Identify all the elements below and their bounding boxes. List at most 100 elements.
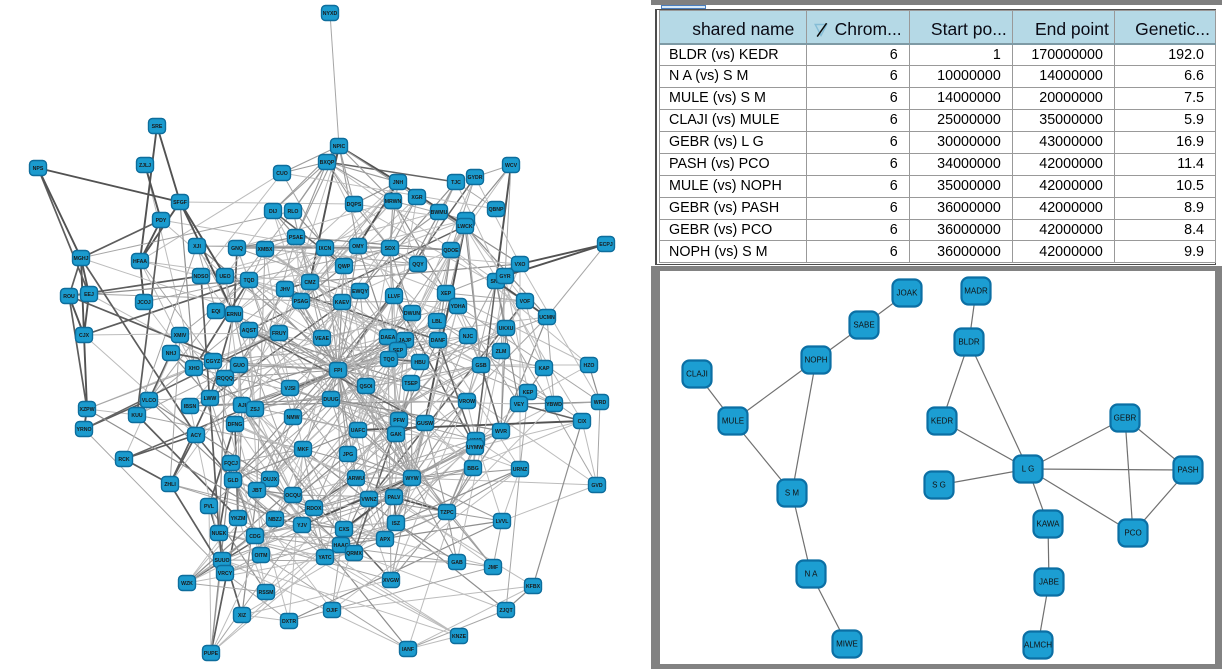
svg-text:TZPC: TZPC <box>440 510 454 516</box>
svg-text:MGHJ: MGHJ <box>74 256 89 262</box>
svg-text:VXO: VXO <box>515 262 526 268</box>
svg-text:XEP: XEP <box>441 291 452 297</box>
svg-text:KAP: KAP <box>539 366 550 372</box>
svg-text:LBL: LBL <box>432 319 443 325</box>
svg-text:OITM: OITM <box>255 553 268 559</box>
svg-text:UCMN: UCMN <box>539 315 555 321</box>
svg-text:TJC: TJC <box>451 180 461 186</box>
svg-text:DWUN: DWUN <box>404 311 420 317</box>
svg-text:XHO: XHO <box>188 366 199 372</box>
svg-text:NDSO: NDSO <box>194 274 209 280</box>
svg-text:QWP: QWP <box>338 264 351 270</box>
svg-text:CJX: CJX <box>79 333 90 339</box>
svg-text:UKXU: UKXU <box>499 326 514 332</box>
svg-text:KEP: KEP <box>523 390 534 396</box>
svg-text:YBWD: YBWD <box>546 402 562 408</box>
svg-text:XGR: XGR <box>411 195 422 201</box>
svg-text:KFBX: KFBX <box>526 584 541 590</box>
svg-text:QQY: QQY <box>412 262 424 268</box>
svg-text:AQST: AQST <box>242 328 257 334</box>
svg-text:NPS: NPS <box>33 166 44 172</box>
svg-text:XMIV: XMIV <box>174 333 187 339</box>
svg-text:KUU: KUU <box>131 413 142 419</box>
svg-text:DAEA: DAEA <box>381 335 396 341</box>
svg-text:JPG: JPG <box>343 452 353 458</box>
svg-text:GUSW: GUSW <box>417 421 433 427</box>
svg-text:YATC: YATC <box>318 555 332 561</box>
svg-text:PSAE: PSAE <box>289 235 304 241</box>
svg-text:BWMU: BWMU <box>431 210 448 216</box>
svg-text:LLVF: LLVF <box>388 294 401 300</box>
svg-text:MRWN: MRWN <box>385 199 402 205</box>
svg-text:XIZ: XIZ <box>238 613 247 619</box>
svg-text:WYW: WYW <box>405 476 418 482</box>
svg-text:EWQY: EWQY <box>352 289 368 295</box>
svg-text:YKZM: YKZM <box>231 516 246 522</box>
svg-text:NHJ: NHJ <box>166 351 176 357</box>
svg-text:RSSM: RSSM <box>259 590 274 596</box>
svg-text:MKF: MKF <box>297 447 308 453</box>
svg-text:DQPS: DQPS <box>347 202 362 208</box>
svg-text:UAFC: UAFC <box>351 428 366 434</box>
svg-text:DXTR: DXTR <box>282 619 296 625</box>
svg-text:EQI: EQI <box>212 309 221 315</box>
svg-text:MADR: MADR <box>964 287 988 296</box>
svg-text:BBG: BBG <box>467 466 479 472</box>
svg-text:ZJLJ: ZJLJ <box>139 163 151 169</box>
svg-text:UEO: UEO <box>219 274 230 280</box>
svg-text:PDY: PDY <box>156 218 167 224</box>
svg-text:ZSJ: ZSJ <box>250 407 260 413</box>
svg-text:URNZ: URNZ <box>513 467 528 473</box>
svg-text:ERNU: ERNU <box>227 312 242 318</box>
svg-text:PASH: PASH <box>1177 466 1198 475</box>
svg-text:CUO: CUO <box>276 171 288 177</box>
svg-text:VJSI: VJSI <box>284 386 296 392</box>
svg-text:QDOE: QDOE <box>443 248 459 254</box>
svg-text:CLAJI: CLAJI <box>686 370 708 379</box>
svg-text:UYMW: UYMW <box>467 445 484 451</box>
svg-text:VEAE: VEAE <box>315 336 330 342</box>
svg-text:RCK: RCK <box>118 457 129 463</box>
svg-text:XMBX: XMBX <box>258 247 274 253</box>
svg-text:PVL: PVL <box>204 504 215 510</box>
svg-text:PALV: PALV <box>387 495 401 501</box>
svg-text:LVVL: LVVL <box>496 519 510 525</box>
svg-text:QRMX: QRMX <box>346 551 362 557</box>
svg-text:ARWU: ARWU <box>348 476 364 482</box>
svg-text:NBZJ: NBZJ <box>268 517 282 523</box>
svg-text:OUJX: OUJX <box>263 477 278 483</box>
svg-text:FRUY: FRUY <box>272 331 287 337</box>
svg-text:AJI: AJI <box>238 403 247 409</box>
svg-text:XZPW: XZPW <box>80 407 95 413</box>
svg-text:WZK: WZK <box>181 581 193 587</box>
svg-text:BXQP: BXQP <box>320 160 335 166</box>
svg-text:RLO: RLO <box>288 209 299 215</box>
svg-text:HAAC: HAAC <box>334 543 349 549</box>
svg-text:CXS: CXS <box>339 527 350 533</box>
svg-text:NYXD: NYXD <box>323 11 338 17</box>
svg-text:GVD: GVD <box>591 483 602 489</box>
svg-text:SEP: SEP <box>393 348 404 354</box>
svg-text:NJC: NJC <box>463 334 474 340</box>
svg-text:TQO: TQO <box>383 357 394 363</box>
svg-text:MIWE: MIWE <box>836 640 858 649</box>
svg-text:GAB: GAB <box>451 560 463 566</box>
svg-text:HZO: HZO <box>584 363 595 369</box>
svg-text:VWNZ: VWNZ <box>361 497 377 503</box>
svg-text:BLDR: BLDR <box>958 338 980 347</box>
svg-text:QSOI: QSOI <box>360 384 374 390</box>
svg-text:NOPH: NOPH <box>804 356 827 365</box>
svg-text:DIJ: DIJ <box>269 209 277 215</box>
svg-text:YRNO: YRNO <box>77 427 92 433</box>
svg-text:RQQQ: RQQQ <box>217 376 233 382</box>
svg-text:DUUG: DUUG <box>323 397 338 403</box>
svg-text:WCV: WCV <box>505 163 518 169</box>
svg-text:LWCK: LWCK <box>457 224 473 230</box>
svg-text:GSB: GSB <box>475 363 486 369</box>
svg-text:FQCJ: FQCJ <box>224 461 238 467</box>
svg-text:OCQU: OCQU <box>285 493 301 499</box>
svg-text:HBU: HBU <box>414 360 425 366</box>
svg-text:PUPE: PUPE <box>204 651 219 657</box>
svg-text:YDHA: YDHA <box>451 304 466 310</box>
svg-text:LWW: LWW <box>204 396 217 402</box>
